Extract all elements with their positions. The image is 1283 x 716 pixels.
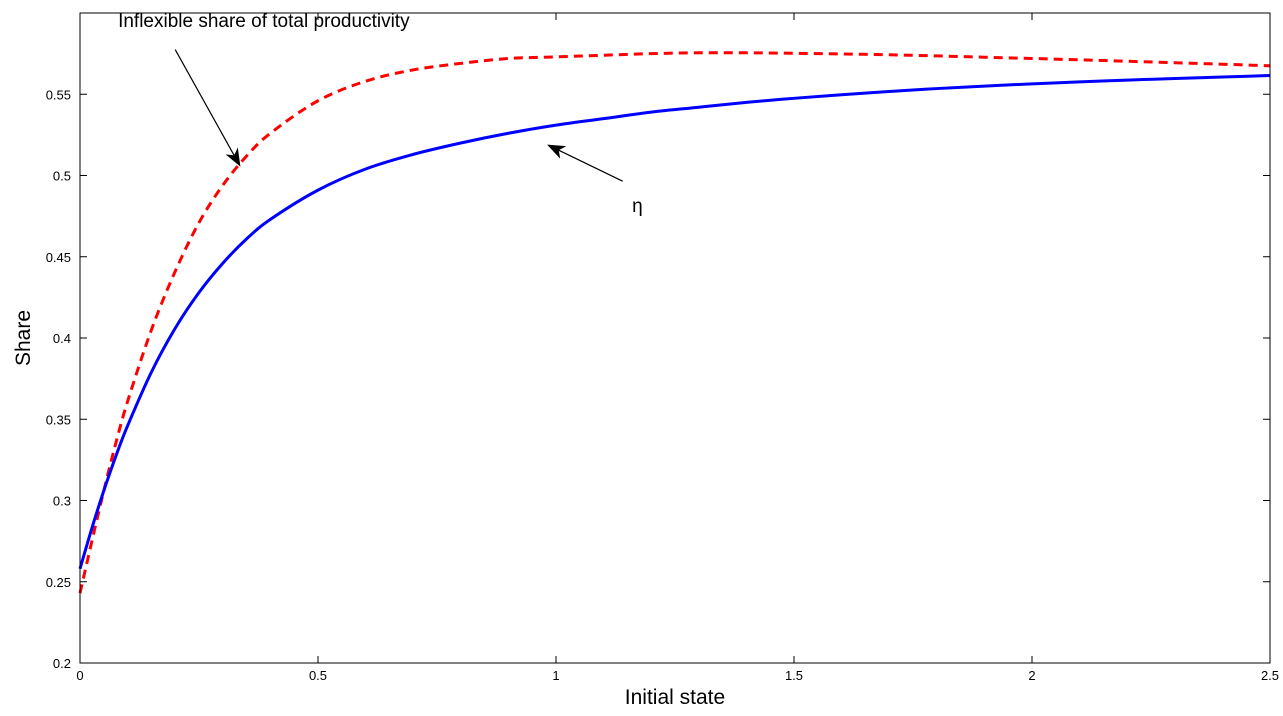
y-tick-label: 0.35 bbox=[46, 412, 71, 427]
annotation-label-inflexible: Inflexible share of total productivity bbox=[118, 11, 410, 32]
y-tick-label: 0.3 bbox=[53, 494, 71, 509]
y-tick-label: 0.4 bbox=[53, 331, 71, 346]
annotation-arrow-eta bbox=[547, 144, 623, 182]
series-line-inflexible bbox=[78, 51, 1271, 594]
y-axis-label: Share bbox=[12, 310, 35, 366]
annotation-label-eta: η bbox=[632, 196, 643, 217]
plot-area bbox=[80, 13, 1270, 663]
x-tick-label: 1.5 bbox=[785, 668, 803, 683]
y-tick-label: 0.55 bbox=[46, 87, 71, 102]
y-tick-label: 0.25 bbox=[46, 575, 71, 590]
series-layer bbox=[78, 51, 1271, 594]
tick-labels-layer: 0 0.5 1 1.5 2 2.5 0.2 0.25 0.3 0.35 0.4 0.45 0.5 0.55 bbox=[46, 87, 1279, 683]
annotations-layer: Inflexible share of total productivity η bbox=[118, 11, 643, 217]
x-axis-label: Initial state bbox=[625, 686, 725, 709]
x-tick-label: 2.5 bbox=[1261, 668, 1279, 683]
x-tick-label: 0 bbox=[76, 668, 83, 683]
y-tick-label: 0.45 bbox=[46, 250, 71, 265]
y-tick-label: 0.5 bbox=[53, 169, 71, 184]
annotation-arrow-inflexible bbox=[174, 49, 241, 167]
x-tick-label: 2 bbox=[1028, 668, 1035, 683]
x-tick-label: 0.5 bbox=[309, 668, 327, 683]
series-line-eta bbox=[78, 74, 1271, 570]
y-tick-label: 0.2 bbox=[53, 656, 71, 671]
x-tick-label: 1 bbox=[552, 668, 559, 683]
plot-frame bbox=[79, 12, 1271, 664]
